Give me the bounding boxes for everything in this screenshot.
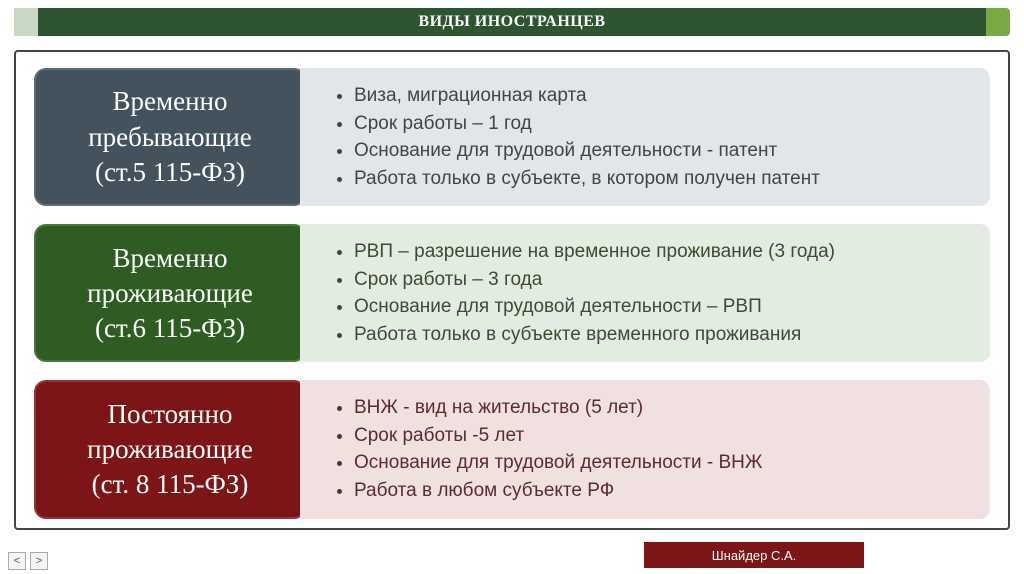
bullet-item: Срок работы – 3 года	[354, 266, 974, 294]
bullet-item: Виза, миграционная карта	[354, 82, 974, 110]
bullet-item: Основание для трудовой деятельности - па…	[354, 137, 974, 165]
bullet-list: РВП – разрешение на временное проживание…	[332, 238, 974, 348]
next-button[interactable]: >	[30, 552, 48, 570]
bullet-item: Основание для трудовой деятельности - ВН…	[354, 449, 974, 477]
bullet-item: Срок работы – 1 год	[354, 110, 974, 138]
detail-panel: РВП – разрешение на временное проживание…	[300, 224, 990, 362]
category-row: Временнопребывающие(ст.5 115-ФЗ)Виза, ми…	[34, 68, 990, 206]
bullet-item: Основание для трудовой деятельности – РВ…	[354, 293, 974, 321]
bullet-list: Виза, миграционная картаСрок работы – 1 …	[332, 82, 974, 192]
category-row: Временнопроживающие(ст.6 115-ФЗ) РВП – ра…	[34, 224, 990, 362]
badge-line: Временно	[113, 84, 228, 119]
category-badge: Временнопроживающие(ст.6 115-ФЗ)	[34, 224, 306, 362]
prev-button[interactable]: <	[8, 552, 26, 570]
bullet-item: Работа только в субъекте временного прож…	[354, 321, 974, 349]
bullet-item: Работа только в субъекте, в котором полу…	[354, 165, 974, 193]
bullet-item: РВП – разрешение на временное проживание…	[354, 238, 974, 266]
detail-panel: ВНЖ - вид на жительство (5 лет)Срок рабо…	[300, 380, 990, 518]
bullet-list: ВНЖ - вид на жительство (5 лет)Срок рабо…	[332, 394, 974, 504]
slide: ВИДЫ ИНОСТРАНЦЕВ Временнопребывающие(ст.…	[0, 0, 1024, 574]
badge-line: (ст. 8 115-ФЗ)	[92, 467, 249, 502]
bullet-item: ВНЖ - вид на жительство (5 лет)	[354, 394, 974, 422]
detail-panel: Виза, миграционная картаСрок работы – 1 …	[300, 68, 990, 206]
badge-line: проживающие	[87, 432, 253, 467]
bullet-item: Срок работы -5 лет	[354, 422, 974, 450]
title-bar: ВИДЫ ИНОСТРАНЦЕВ	[14, 8, 1010, 36]
content-frame: Временнопребывающие(ст.5 115-ФЗ)Виза, ми…	[14, 50, 1010, 530]
badge-line: Постоянно	[108, 397, 233, 432]
badge-line: проживающие	[87, 276, 253, 311]
category-row: Постояннопроживающие(ст. 8 115-ФЗ)ВНЖ - …	[34, 380, 990, 518]
title-accent-left	[14, 8, 38, 36]
nav-controls: < >	[8, 552, 48, 570]
badge-line: (ст.6 115-ФЗ)	[95, 311, 245, 346]
category-badge: Временнопребывающие(ст.5 115-ФЗ)	[34, 68, 306, 206]
bullet-item: Работа в любом субъекте РФ	[354, 477, 974, 505]
title-accent-right	[986, 8, 1010, 36]
badge-line: пребывающие	[88, 120, 252, 155]
badge-line: (ст.5 115-ФЗ)	[95, 155, 245, 190]
slide-title: ВИДЫ ИНОСТРАНЦЕВ	[38, 8, 986, 36]
footer-author: Шнайдер С.А.	[644, 542, 864, 568]
category-badge: Постояннопроживающие(ст. 8 115-ФЗ)	[34, 380, 306, 518]
badge-line: Временно	[113, 241, 228, 276]
